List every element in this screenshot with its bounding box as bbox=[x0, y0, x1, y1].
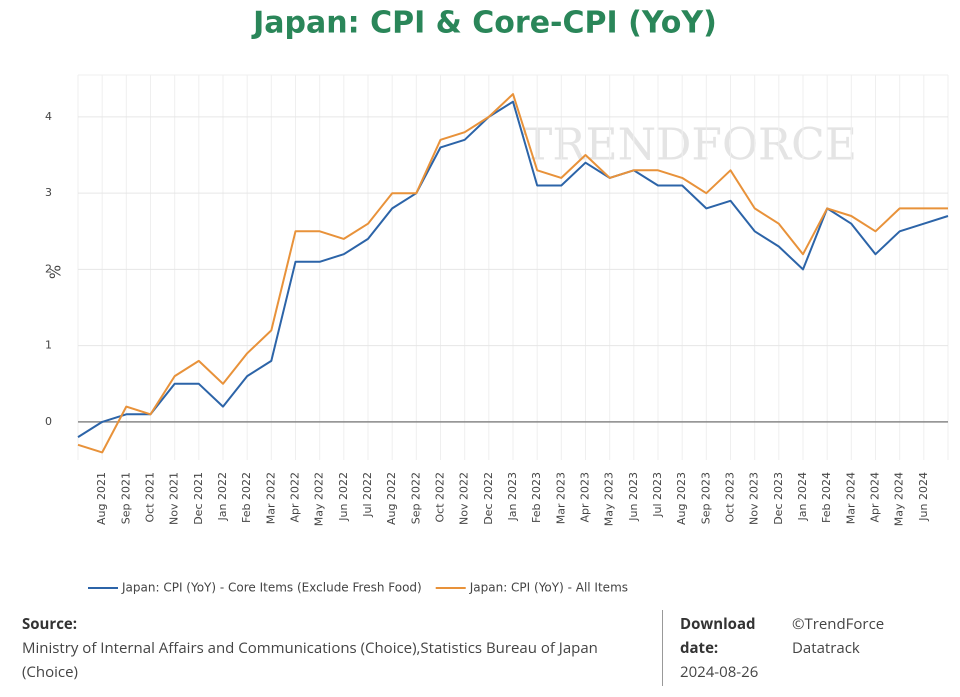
copyright: ©TrendForce Datatrack bbox=[792, 614, 885, 658]
x-tick-label: Nov 2021 bbox=[168, 472, 181, 525]
footer: Source: Ministry of Internal Affairs and … bbox=[0, 610, 960, 697]
x-tick-label: Feb 2024 bbox=[820, 472, 833, 523]
x-tick-label: Oct 2021 bbox=[144, 472, 157, 523]
x-tick-label: Sep 2023 bbox=[699, 472, 712, 524]
download-label: Download date: bbox=[680, 614, 756, 658]
series-line bbox=[77, 93, 948, 454]
x-tick-label: Apr 2023 bbox=[579, 472, 592, 523]
x-tick-label: Oct 2022 bbox=[434, 472, 447, 523]
x-tick-label: Jan 2022 bbox=[216, 472, 229, 521]
x-tick-label: Feb 2022 bbox=[240, 472, 253, 523]
y-tick-label: 1 bbox=[45, 339, 52, 352]
x-tick-label: Jan 2023 bbox=[506, 472, 519, 521]
x-tick-label: Jan 2024 bbox=[796, 472, 809, 521]
source: Source: Ministry of Internal Affairs and … bbox=[22, 612, 622, 684]
x-tick-label: Aug 2023 bbox=[675, 472, 688, 525]
x-tick-label: Aug 2022 bbox=[385, 472, 398, 525]
x-tick-label: May 2023 bbox=[603, 472, 616, 526]
chart: Japan: CPI & Core-CPI (YoY) TRENDFORCE %… bbox=[45, 6, 949, 595]
x-tick-label: Dec 2023 bbox=[772, 472, 785, 525]
y-tick-label: 0 bbox=[45, 415, 52, 428]
x-tick-label: Jul 2022 bbox=[361, 472, 374, 518]
x-tick-label: Feb 2023 bbox=[530, 472, 543, 523]
download: Download date: 2024-08-26 bbox=[680, 612, 770, 684]
y-tick-label: 4 bbox=[45, 110, 52, 123]
x-tick-label: Jun 2022 bbox=[337, 472, 350, 522]
x-tick-label: Dec 2022 bbox=[482, 472, 495, 525]
y-tick-label: 2 bbox=[45, 262, 52, 275]
x-tick-label: Jul 2023 bbox=[651, 472, 664, 518]
source-text: Ministry of Internal Affairs and Communi… bbox=[22, 638, 598, 682]
x-tick-label: Sep 2021 bbox=[119, 472, 132, 524]
legend-label: Japan: CPI (YoY) - All Items bbox=[469, 581, 628, 595]
x-tick-label: Sep 2022 bbox=[409, 472, 422, 524]
x-tick-label: Dec 2021 bbox=[192, 472, 205, 525]
x-tick-label: Mar 2024 bbox=[844, 472, 857, 524]
x-tick-label: Aug 2021 bbox=[95, 472, 108, 525]
source-label: Source: bbox=[22, 614, 78, 634]
x-tick-label: Mar 2023 bbox=[554, 472, 567, 524]
watermark: TRENDFORCE bbox=[523, 120, 857, 171]
x-tick-label: May 2022 bbox=[313, 472, 326, 526]
x-tick-label: Jun 2023 bbox=[627, 472, 640, 522]
x-tick-label: Apr 2022 bbox=[289, 472, 302, 523]
x-tick-label: Oct 2023 bbox=[724, 472, 737, 523]
y-axis-label: % bbox=[47, 265, 65, 279]
x-tick-label: Jun 2024 bbox=[917, 472, 930, 522]
x-tick-label: Nov 2023 bbox=[748, 472, 761, 525]
x-tick-label: Nov 2022 bbox=[458, 472, 471, 525]
chart-title: Japan: CPI & Core-CPI (YoY) bbox=[251, 6, 717, 41]
x-tick-label: Apr 2024 bbox=[869, 472, 882, 523]
download-date: 2024-08-26 bbox=[680, 662, 759, 682]
divider bbox=[662, 610, 663, 686]
x-tick-label: Mar 2022 bbox=[264, 472, 277, 524]
series-line bbox=[77, 100, 949, 438]
legend-label: Japan: CPI (YoY) - Core Items (Exclude F… bbox=[121, 581, 422, 595]
x-tick-label: May 2024 bbox=[893, 472, 906, 526]
y-tick-label: 3 bbox=[45, 186, 52, 199]
